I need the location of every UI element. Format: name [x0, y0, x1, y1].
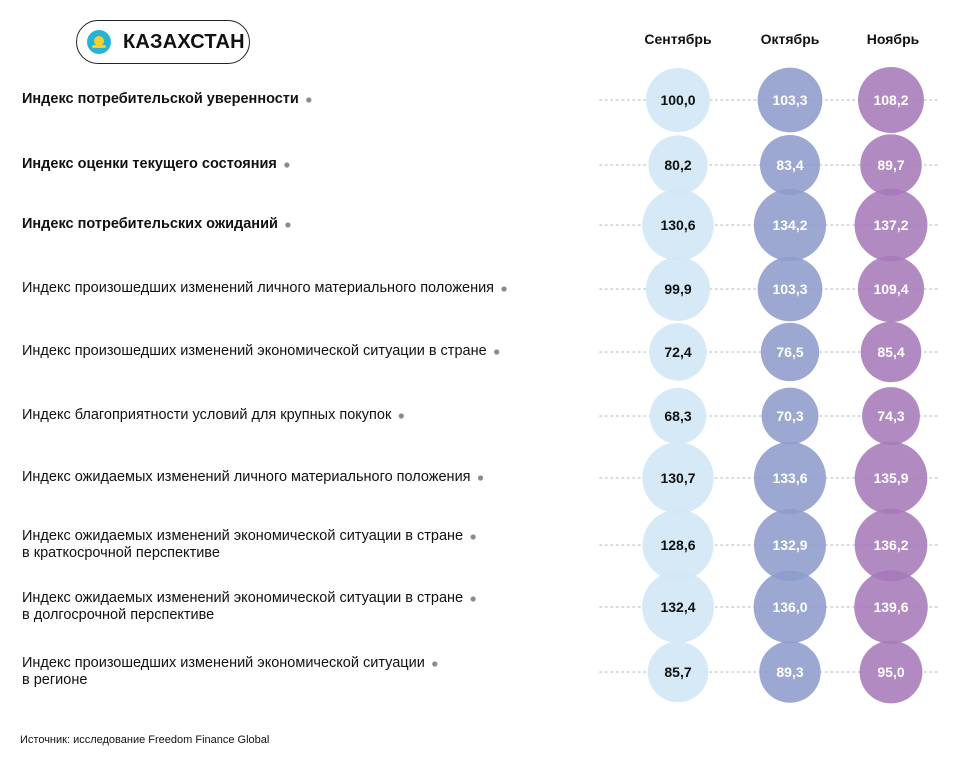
bubble-september — [642, 571, 714, 643]
source-note: Источник: исследование Freedom Finance G… — [20, 734, 270, 746]
value-label-september: 99,9 — [664, 281, 691, 297]
bubble-september — [642, 509, 714, 581]
row-label: Индекс потребительских ожиданий — [22, 216, 278, 232]
bubble-october — [753, 570, 827, 644]
value-label-november: 135,9 — [873, 470, 908, 486]
leader-dot — [432, 661, 438, 667]
country-badge: КАЗАХСТАН — [76, 20, 250, 64]
bubble-september — [648, 135, 708, 195]
bubble-october — [761, 387, 819, 445]
leader-dot — [284, 162, 290, 168]
value-label-november: 108,2 — [873, 92, 908, 108]
value-label-october: 76,5 — [776, 344, 803, 360]
value-label-october: 132,9 — [772, 537, 807, 553]
row-label: Индекс ожидаемых изменений экономической… — [22, 528, 464, 561]
row-label: Индекс произошедших изменений экономичес… — [22, 655, 425, 688]
column-header-october: Октябрь — [760, 31, 820, 47]
bubble-november — [854, 188, 928, 262]
value-label-september: 132,4 — [660, 599, 695, 615]
bubble-november — [859, 640, 923, 704]
value-label-november: 89,7 — [877, 157, 904, 173]
value-label-november: 85,4 — [877, 344, 904, 360]
bubble-october — [757, 256, 823, 322]
bubble-september — [649, 387, 707, 445]
bubble-november — [862, 387, 920, 445]
bubble-october — [754, 509, 826, 581]
leader-dot — [477, 475, 484, 481]
value-label-october: 103,3 — [772, 92, 807, 108]
country-label: КАЗАХСТАН — [123, 31, 245, 53]
column-header-november: Ноябрь — [866, 31, 920, 47]
bubble-october — [759, 134, 821, 196]
row-label: Индекс потребительской уверенности — [22, 91, 299, 107]
bubble-october — [757, 67, 823, 133]
value-label-september: 72,4 — [664, 344, 691, 360]
row-label: Индекс произошедших изменений личного ма… — [22, 280, 495, 296]
bubble-october — [760, 322, 820, 382]
column-header-september: Сентябрь — [644, 31, 712, 47]
bubble-october — [759, 641, 821, 703]
bubble-september — [646, 68, 710, 132]
bubble-november — [854, 570, 928, 644]
value-label-september: 68,3 — [664, 408, 691, 424]
bubble-september — [642, 189, 714, 261]
kazakhstan-flag-icon — [87, 30, 111, 54]
row-label: Индекс ожидаемых изменений экономической… — [22, 590, 464, 623]
value-label-october: 89,3 — [776, 664, 803, 680]
value-label-september: 130,6 — [660, 217, 695, 233]
bubble-september — [646, 257, 710, 321]
bubble-october — [753, 188, 827, 262]
value-label-october: 103,3 — [772, 281, 807, 297]
bubble-september — [647, 641, 709, 703]
bubble-november — [854, 441, 928, 515]
value-label-september: 100,0 — [660, 92, 695, 108]
leader-dot — [501, 286, 507, 292]
value-label-november: 74,3 — [877, 408, 904, 424]
leader-dot — [306, 97, 312, 103]
row-label: Индекс оценки текущего состояния — [22, 156, 277, 172]
value-label-november: 139,6 — [873, 599, 908, 615]
leader-dot — [285, 222, 291, 228]
bubble-november — [854, 508, 928, 582]
value-label-november: 137,2 — [873, 217, 908, 233]
value-label-november: 109,4 — [873, 281, 908, 297]
value-label-october: 70,3 — [776, 408, 803, 424]
bubble-november — [860, 321, 922, 383]
bubble-september — [642, 442, 714, 514]
leader-dot — [470, 534, 476, 540]
value-label-november: 95,0 — [877, 664, 904, 680]
value-label-september: 80,2 — [664, 157, 691, 173]
value-label-october: 136,0 — [772, 599, 807, 615]
leader-dot — [494, 349, 500, 355]
leader-dot — [470, 596, 476, 602]
value-label-october: 133,6 — [772, 470, 807, 486]
bubble-september — [649, 323, 707, 381]
value-label-september: 130,7 — [660, 470, 695, 486]
bubble-october — [753, 441, 827, 515]
value-label-september: 128,6 — [660, 537, 695, 553]
bubble-november — [857, 255, 925, 323]
value-label-november: 136,2 — [873, 537, 908, 553]
row-label: Индекс благоприятности условий для крупн… — [22, 407, 392, 423]
bubble-november — [858, 67, 924, 133]
value-label-october: 134,2 — [772, 217, 807, 233]
value-label-october: 83,4 — [776, 157, 803, 173]
row-label: Индекс произошедших изменений экономичес… — [22, 343, 487, 359]
leader-dot — [398, 413, 404, 419]
bubble-november — [860, 134, 922, 196]
value-label-september: 85,7 — [664, 664, 691, 680]
row-label: Индекс ожидаемых изменений личного матер… — [22, 469, 471, 485]
